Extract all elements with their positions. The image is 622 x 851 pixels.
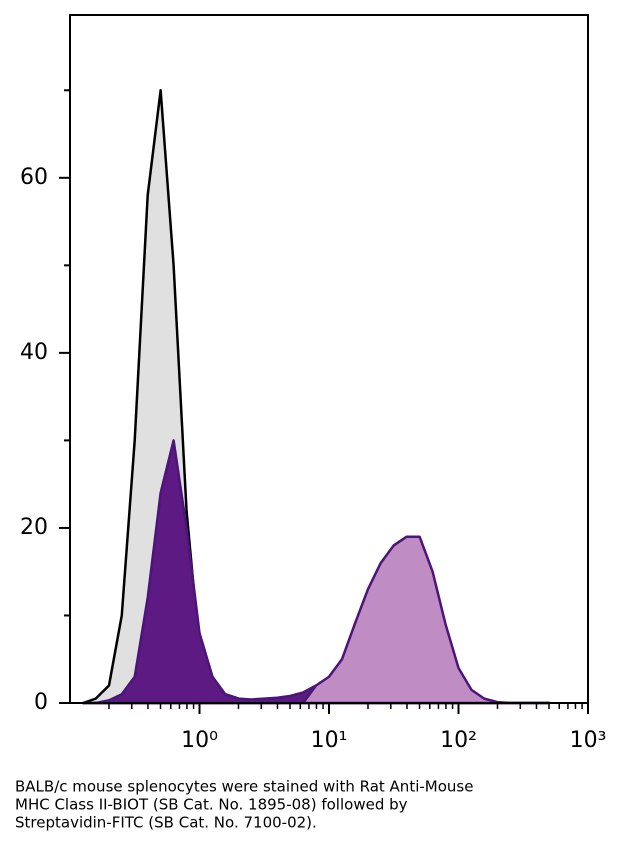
- x-tick-label: 10¹: [311, 728, 348, 753]
- x-tick-label: 10³: [570, 728, 607, 753]
- y-tick-label: 20: [20, 515, 48, 540]
- y-tick-label: 60: [20, 165, 48, 190]
- x-tick-label: 10⁰: [181, 728, 218, 753]
- y-tick-label: 0: [34, 690, 48, 715]
- y-tick-label: 40: [20, 340, 48, 365]
- caption: Streptavidin-FITC (SB Cat. No. 7100-02).: [15, 814, 317, 832]
- caption: BALB/c mouse splenocytes were stained wi…: [15, 778, 473, 796]
- caption: MHC Class II-BIOT (SB Cat. No. 1895-08) …: [15, 796, 408, 814]
- x-tick-label: 10²: [440, 728, 477, 753]
